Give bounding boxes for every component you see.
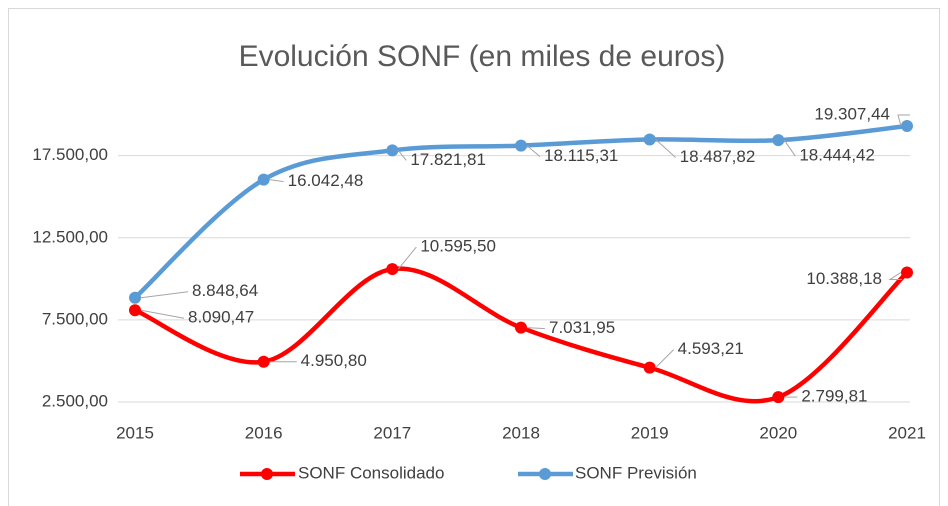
leader-line xyxy=(655,349,675,368)
y-tick-label: 7.500,00 xyxy=(42,309,108,328)
leader-line xyxy=(655,139,677,158)
leader-line xyxy=(140,309,185,319)
data-point xyxy=(129,304,141,317)
data-label: 7.031,95 xyxy=(549,318,615,337)
data-point xyxy=(257,173,270,186)
leader-line xyxy=(783,139,796,157)
data-label: 2.799,81 xyxy=(801,387,867,406)
leader-line xyxy=(526,327,546,330)
data-point xyxy=(386,144,399,157)
leader-line xyxy=(526,145,541,157)
x-tick-label: 2019 xyxy=(631,423,669,442)
leader-line xyxy=(397,150,407,161)
y-tick-label: 12.500,00 xyxy=(32,227,108,246)
legend-marker xyxy=(539,468,551,480)
legend-label: SONF Previsión xyxy=(575,463,697,482)
leader-line xyxy=(269,179,284,183)
data-label: 16.042,48 xyxy=(288,171,364,190)
chart-border xyxy=(8,8,940,506)
chart-title: Evolución SONF (en miles de euros) xyxy=(239,40,726,73)
data-point xyxy=(515,321,527,334)
x-tick-label: 2017 xyxy=(373,423,411,442)
data-point xyxy=(386,263,399,276)
x-tick-label: 2021 xyxy=(888,423,926,442)
data-label: 19.307,44 xyxy=(814,104,890,123)
legend-marker xyxy=(261,468,273,480)
leader-line xyxy=(397,246,417,270)
data-label: 8.090,47 xyxy=(188,308,254,327)
data-point xyxy=(901,120,913,133)
data-point xyxy=(643,361,656,374)
data-point xyxy=(515,139,527,152)
y-tick-label: 17.500,00 xyxy=(32,145,108,164)
data-point xyxy=(643,133,656,146)
data-label: 10.595,50 xyxy=(420,237,496,256)
x-tick-label: 2020 xyxy=(759,423,797,442)
leader-line xyxy=(888,272,902,280)
x-tick-label: 2018 xyxy=(502,423,540,442)
legend-label: SONF Consolidado xyxy=(298,463,444,482)
data-label: 17.821,81 xyxy=(410,150,486,169)
data-point xyxy=(129,291,141,304)
data-point xyxy=(772,391,785,404)
data-label: 10.388,18 xyxy=(806,269,882,288)
x-tick-label: 2015 xyxy=(116,423,154,442)
data-label: 18.487,82 xyxy=(680,147,756,166)
data-label: 8.848,64 xyxy=(192,281,258,300)
data-point xyxy=(257,355,270,368)
data-label: 4.950,80 xyxy=(301,351,367,370)
leader-line xyxy=(140,291,189,299)
leader-line xyxy=(897,114,910,127)
data-point xyxy=(901,266,913,279)
data-label: 18.115,31 xyxy=(544,146,618,165)
data-label: 18.444,42 xyxy=(799,146,875,165)
data-label: 4.593,21 xyxy=(678,339,744,358)
data-point xyxy=(772,134,785,147)
x-tick-label: 2016 xyxy=(245,423,283,442)
y-tick-label: 2.500,00 xyxy=(42,391,108,410)
